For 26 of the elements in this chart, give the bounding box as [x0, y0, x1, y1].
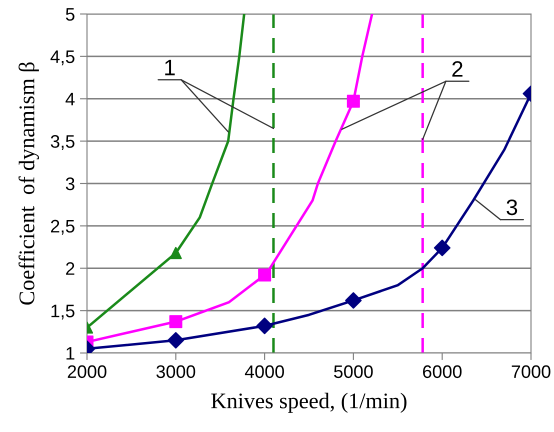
- annotation: 3: [506, 199, 518, 216]
- point: [256, 318, 273, 334]
- x-tick-label: 7000: [512, 365, 550, 378]
- y-tick-label: 3: [66, 177, 74, 190]
- point: [258, 268, 272, 282]
- point: [345, 292, 362, 309]
- y-tick-label: 2: [66, 262, 74, 275]
- y-tick-label: 1,5: [51, 304, 74, 320]
- y-tick-label: 3,5: [50, 135, 74, 150]
- x-tick-label: 5000: [334, 365, 373, 378]
- point: [168, 332, 184, 349]
- x-axis-title: Knives speed, (1/min): [211, 392, 406, 413]
- y-tick-label: 5: [66, 8, 74, 21]
- y-tick-label: 4,5: [50, 50, 74, 66]
- y-tick-label: 4: [66, 92, 75, 106]
- y-tick-label: 2,5: [51, 220, 74, 235]
- point: [169, 315, 182, 328]
- x-tick-label: 6000: [423, 365, 462, 378]
- y-axis-title: Coefficient of dynamism β: [18, 62, 39, 305]
- annotation: 2: [452, 61, 462, 77]
- y-tick-label: 1: [66, 347, 74, 360]
- x-tick-label: 4000: [244, 365, 284, 378]
- x-tick-label: 2000: [68, 365, 106, 378]
- x-tick-label: 3000: [156, 365, 196, 378]
- point: [346, 94, 360, 108]
- annotation: 1: [165, 60, 175, 76]
